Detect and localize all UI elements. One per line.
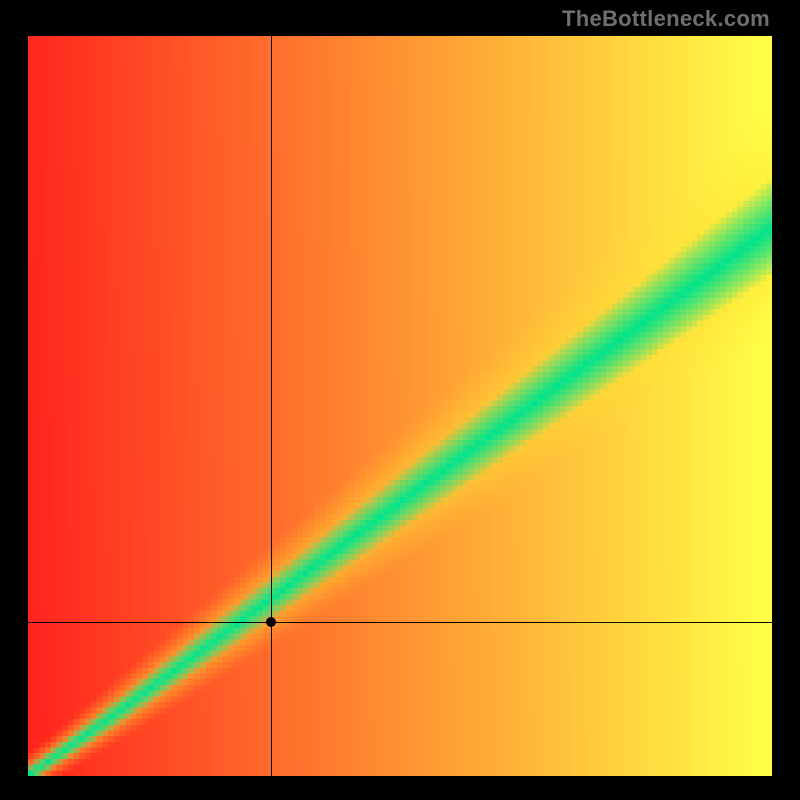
- crosshair-marker: [266, 617, 276, 627]
- watermark-text: TheBottleneck.com: [562, 6, 770, 32]
- crosshair-horizontal: [28, 622, 772, 623]
- heatmap-canvas: [28, 36, 772, 776]
- crosshair-vertical: [271, 36, 272, 776]
- plot-wrapper: TheBottleneck.com: [0, 0, 800, 800]
